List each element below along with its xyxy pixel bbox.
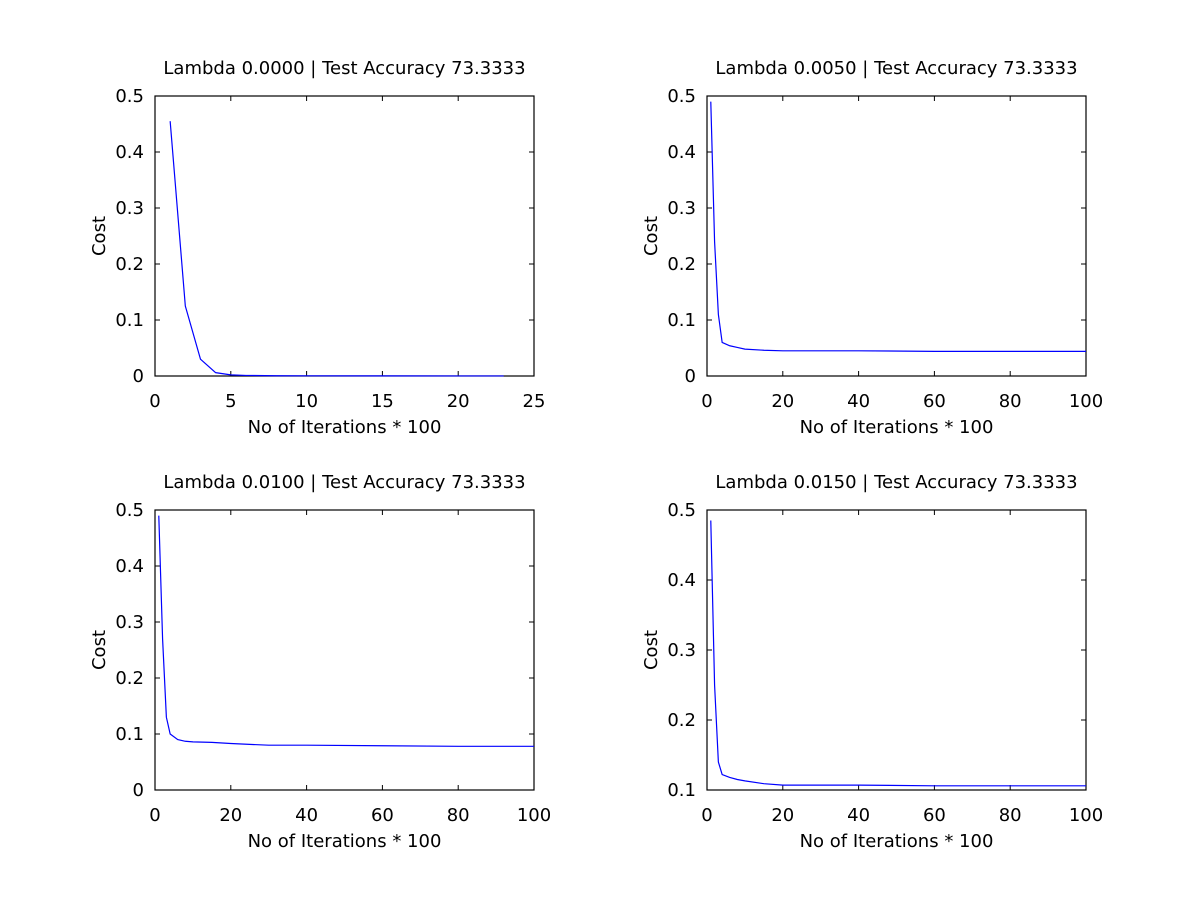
axes-box [706, 95, 1087, 377]
y-tick-label: 0.4 [115, 142, 144, 163]
y-tick-label: 0.5 [667, 86, 696, 107]
y-tick-label: 0.3 [115, 612, 144, 633]
x-tick-label: 5 [225, 391, 236, 412]
x-tick-label: 0 [149, 391, 160, 412]
x-axis-label: No of Iterations * 100 [248, 831, 442, 852]
chart-title: Lambda 0.0100 | Test Accuracy 73.3333 [163, 472, 525, 493]
y-tick-label: 0 [133, 366, 144, 387]
series-line [158, 515, 534, 747]
y-tick-label: 0.5 [115, 500, 144, 521]
y-tick-label: 0.5 [115, 86, 144, 107]
x-axis-label: No of Iterations * 100 [800, 417, 994, 438]
y-tick-label: 0 [685, 366, 696, 387]
x-tick-label: 100 [1069, 805, 1103, 826]
x-tick-label: 60 [923, 805, 946, 826]
y-tick-label: 0.1 [667, 310, 696, 331]
x-tick-label: 0 [149, 805, 160, 826]
y-tick-label: 0.1 [667, 780, 696, 801]
x-tick-label: 100 [1069, 391, 1103, 412]
y-tick-label: 0.2 [667, 710, 696, 731]
chart-panel-1: 0 5 10 15 20 25 0 0.1 0.2 0.3 0.4 0.5 Lambda 0.0000 … [89, 58, 545, 438]
x-tick-label: 20 [219, 805, 242, 826]
x-tick-label: 20 [447, 391, 470, 412]
series-line [710, 520, 1086, 787]
chart-panel-4: 0 20 40 60 80 100 0.1 0.2 0.3 0.4 0.5 Lambda 0.0150… [641, 472, 1103, 852]
y-tick-label: 0.2 [667, 254, 696, 275]
y-axis-label: Cost [641, 630, 662, 670]
chart-panel-2: 0 20 40 60 80 100 0 0.1 0.2 0.3 0.4 0.5 Lambda 0.005… [641, 58, 1103, 438]
x-tick-label: 0 [701, 805, 712, 826]
chart-title: Lambda 0.0050 | Test Accuracy 73.3333 [715, 58, 1077, 79]
y-tick-label: 0.4 [667, 570, 696, 591]
x-tick-label: 0 [701, 391, 712, 412]
x-tick-label: 80 [447, 805, 470, 826]
y-tick-label: 0.5 [667, 500, 696, 521]
x-tick-label: 25 [523, 391, 546, 412]
axes-box [154, 509, 535, 791]
y-axis-label: Cost [641, 216, 662, 256]
y-tick-label: 0.1 [115, 724, 144, 745]
chart-title: Lambda 0.0150 | Test Accuracy 73.3333 [715, 472, 1077, 493]
x-tick-label: 15 [371, 391, 394, 412]
y-axis-label: Cost [89, 216, 110, 256]
y-tick-label: 0.2 [115, 668, 144, 689]
x-tick-label: 80 [999, 391, 1022, 412]
x-tick-label: 40 [295, 805, 318, 826]
x-tick-label: 40 [847, 805, 870, 826]
y-tick-label: 0.4 [667, 142, 696, 163]
y-tick-label: 0.3 [115, 198, 144, 219]
series-line [710, 101, 1086, 352]
x-tick-label: 80 [999, 805, 1022, 826]
series-line [169, 121, 504, 377]
y-tick-label: 0.4 [115, 556, 144, 577]
y-tick-label: 0.3 [667, 640, 696, 661]
x-tick-label: 60 [923, 391, 946, 412]
x-tick-label: 60 [371, 805, 394, 826]
y-axis-label: Cost [89, 630, 110, 670]
y-tick-label: 0 [133, 780, 144, 801]
y-tick-label: 0.1 [115, 310, 144, 331]
x-tick-label: 10 [295, 391, 318, 412]
x-tick-label: 20 [771, 391, 794, 412]
chart-panel-3: 0 20 40 60 80 100 0 0.1 0.2 0.3 0.4 0.5 Lambda 0.010… [89, 472, 551, 852]
x-tick-label: 40 [847, 391, 870, 412]
x-axis-label: No of Iterations * 100 [800, 831, 994, 852]
chart-title: Lambda 0.0000 | Test Accuracy 73.3333 [163, 58, 525, 79]
x-tick-label: 20 [771, 805, 794, 826]
x-tick-label: 100 [517, 805, 551, 826]
y-tick-label: 0.2 [115, 254, 144, 275]
y-tick-label: 0.3 [667, 198, 696, 219]
x-axis-label: No of Iterations * 100 [248, 417, 442, 438]
